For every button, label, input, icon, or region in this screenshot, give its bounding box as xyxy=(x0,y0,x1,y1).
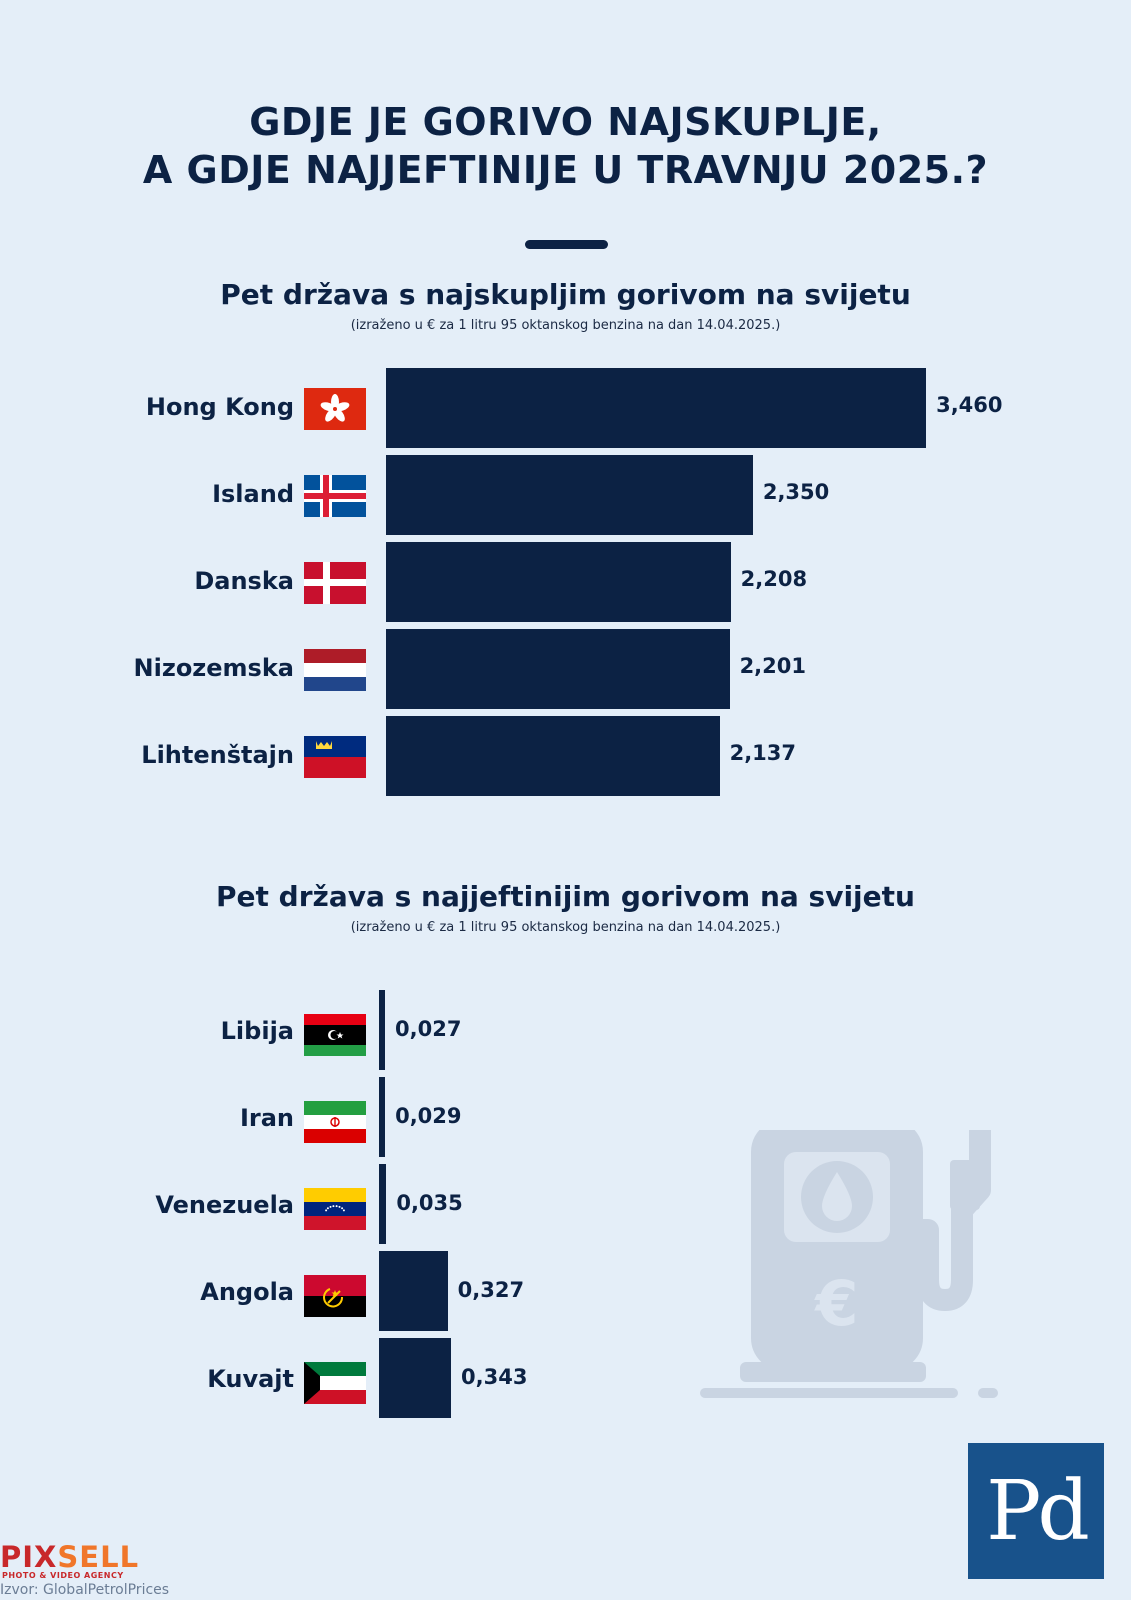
value-label: 0,029 xyxy=(395,1104,462,1128)
bar xyxy=(386,455,753,535)
value-label: 2,137 xyxy=(729,741,797,765)
expensive-section-title: Pet država s najskupljim gorivom na svij… xyxy=(220,278,911,311)
title-line-2: A GDJE NAJJEFTINIJE U TRAVNJU 2025.? xyxy=(142,148,989,192)
country-label: Hong Kong xyxy=(145,393,294,421)
kuwait-flag-icon xyxy=(304,1362,366,1404)
country-label: Lihtenštajn xyxy=(141,741,294,769)
title-line-1: GDJE JE GORIVO NAJSKUPLJE, xyxy=(249,100,882,144)
bar xyxy=(386,542,731,622)
pixsell-logo: PIXSELL xyxy=(0,1540,139,1574)
pd-logo: Pd xyxy=(968,1443,1104,1579)
value-label: 3,460 xyxy=(936,393,1003,417)
bar xyxy=(379,1338,452,1418)
fuel-pump-icon: € xyxy=(700,1130,998,1398)
bar xyxy=(379,1164,387,1244)
country-label: Libija xyxy=(220,1017,294,1045)
liechtenstein-flag-icon xyxy=(304,736,366,778)
denmark-flag-icon xyxy=(304,562,366,604)
svg-text:€: € xyxy=(813,1267,858,1340)
cheap-section-title: Pet država s najjeftinijim gorivom na sv… xyxy=(216,880,915,913)
venezuela-flag-icon xyxy=(304,1188,366,1230)
angola-flag-icon xyxy=(304,1275,366,1317)
country-label: Island xyxy=(212,480,294,508)
value-label: 0,027 xyxy=(395,1017,462,1041)
libya-flag-icon xyxy=(304,1014,366,1056)
country-label: Nizozemska xyxy=(133,654,294,682)
iran-flag-icon xyxy=(304,1101,366,1143)
country-label: Venezuela xyxy=(155,1191,294,1219)
hong-kong-flag-icon xyxy=(304,388,366,430)
country-label: Iran xyxy=(239,1104,294,1132)
country-label: Danska xyxy=(194,567,294,595)
value-label: 2,350 xyxy=(762,480,830,504)
value-label: 0,327 xyxy=(457,1278,525,1302)
page-title: GDJE JE GORIVO NAJSKUPLJE, A GDJE NAJJEF… xyxy=(0,98,1131,194)
cheap-section-subtitle: (izraženo u € za 1 litru 95 oktanskog be… xyxy=(350,920,781,935)
source-note: Izvor: GlobalPetrolPrices xyxy=(0,1582,170,1598)
pixsell-logo-part2: SELL xyxy=(57,1540,140,1574)
iceland-flag-icon xyxy=(304,475,366,517)
bar xyxy=(386,629,730,709)
bar xyxy=(379,1077,386,1157)
country-label: Angola xyxy=(200,1278,294,1306)
pixsell-tagline: PHOTO & VIDEO AGENCY xyxy=(2,1571,124,1580)
value-label: 2,201 xyxy=(739,654,806,678)
pixsell-logo-part1: PIX xyxy=(0,1540,58,1574)
bar xyxy=(386,368,927,448)
title-divider xyxy=(525,240,608,249)
expensive-section-subtitle: (izraženo u € za 1 litru 95 oktanskog be… xyxy=(350,318,781,333)
value-label: 2,208 xyxy=(740,567,808,591)
bar xyxy=(386,716,720,796)
bar xyxy=(379,1251,448,1331)
country-label: Kuvajt xyxy=(207,1365,294,1393)
value-label: 0,343 xyxy=(461,1365,528,1389)
value-label: 0,035 xyxy=(396,1191,463,1215)
bar xyxy=(379,990,385,1070)
netherlands-flag-icon xyxy=(304,649,366,691)
